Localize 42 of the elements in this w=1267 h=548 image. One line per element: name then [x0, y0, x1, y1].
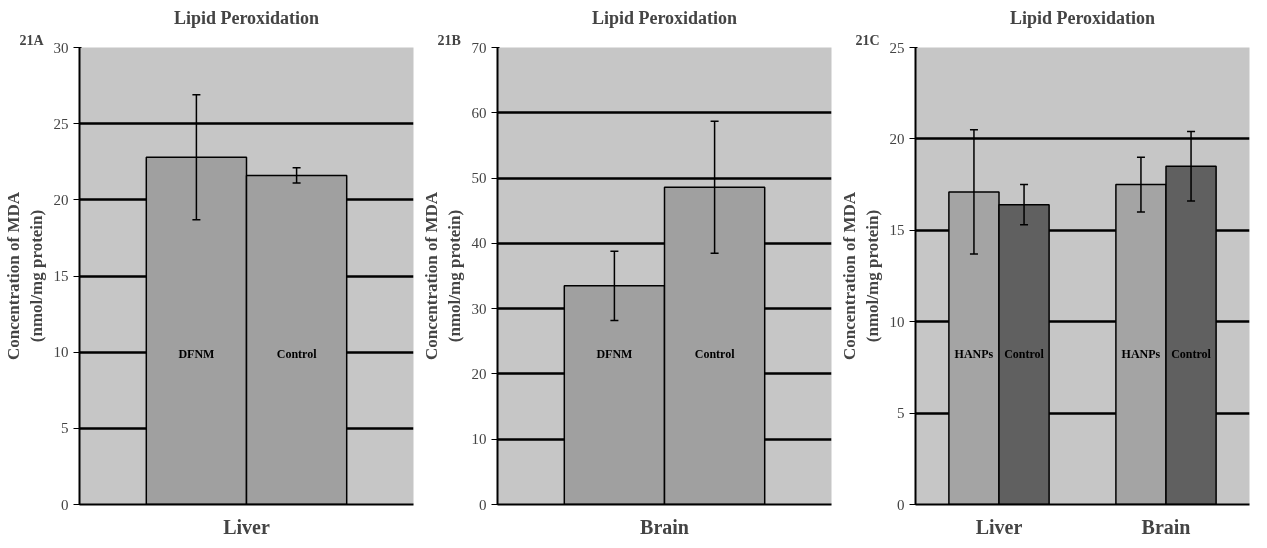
series-label: Control [276, 346, 318, 361]
y-tick-label: 10 [53, 344, 69, 361]
x-tick-label: Brain [1141, 515, 1191, 538]
y-axis-title: Concentration of MDA (nmol/mg protein) [839, 191, 882, 361]
y-tick-label: 25 [53, 115, 69, 132]
y-axis-title: Concentration of MDA (nmol/mg protein) [3, 191, 46, 361]
y-tick-label: 30 [53, 39, 69, 56]
series-label: Control [1004, 346, 1045, 361]
y-tick-label: 40 [471, 235, 487, 252]
y-tick-label: 20 [889, 130, 905, 147]
y-tick-label: 15 [53, 268, 69, 284]
y-tick-label: 20 [53, 191, 69, 208]
y-tick-label: 25 [889, 39, 905, 56]
y-tick-label: 0 [61, 496, 69, 513]
y-tick-label: 0 [897, 496, 905, 513]
text: 21A [19, 32, 45, 48]
chart-title: Lipid Peroxidation [173, 7, 320, 28]
y-tick-label: 15 [889, 222, 905, 239]
text: HANPs [1121, 346, 1161, 361]
text: 21B [437, 32, 461, 48]
y-tick-label: 60 [471, 104, 487, 121]
y-tick-label: 50 [471, 170, 487, 187]
x-tick-label: Liver [975, 515, 1023, 538]
chart-title: Lipid Peroxidation [591, 7, 738, 28]
series-label: HANPs [954, 346, 994, 361]
series-label: Control [694, 346, 736, 361]
y-tick-label: 10 [889, 313, 905, 330]
x-tick-label: Liver [223, 515, 270, 538]
y-tick-label: 20 [471, 365, 487, 382]
y-tick-label: 0 [479, 496, 487, 513]
y-tick-label: 30 [471, 300, 487, 317]
x-tick-label: Brain [640, 515, 689, 538]
series-label: DFNM [178, 346, 215, 361]
series-label: DFNM [596, 346, 633, 361]
text: Control [1171, 346, 1211, 361]
y-tick-label: 5 [897, 405, 905, 422]
y-tick-label: 70 [471, 39, 487, 56]
y-axis-title: Concentration of MDA (nmol/mg protein) [421, 191, 464, 361]
y-tick-label: 10 [471, 431, 487, 448]
y-tick-label: 5 [61, 420, 69, 437]
text: 21C [855, 32, 880, 48]
chart-title: Lipid Peroxidation [1009, 7, 1156, 28]
